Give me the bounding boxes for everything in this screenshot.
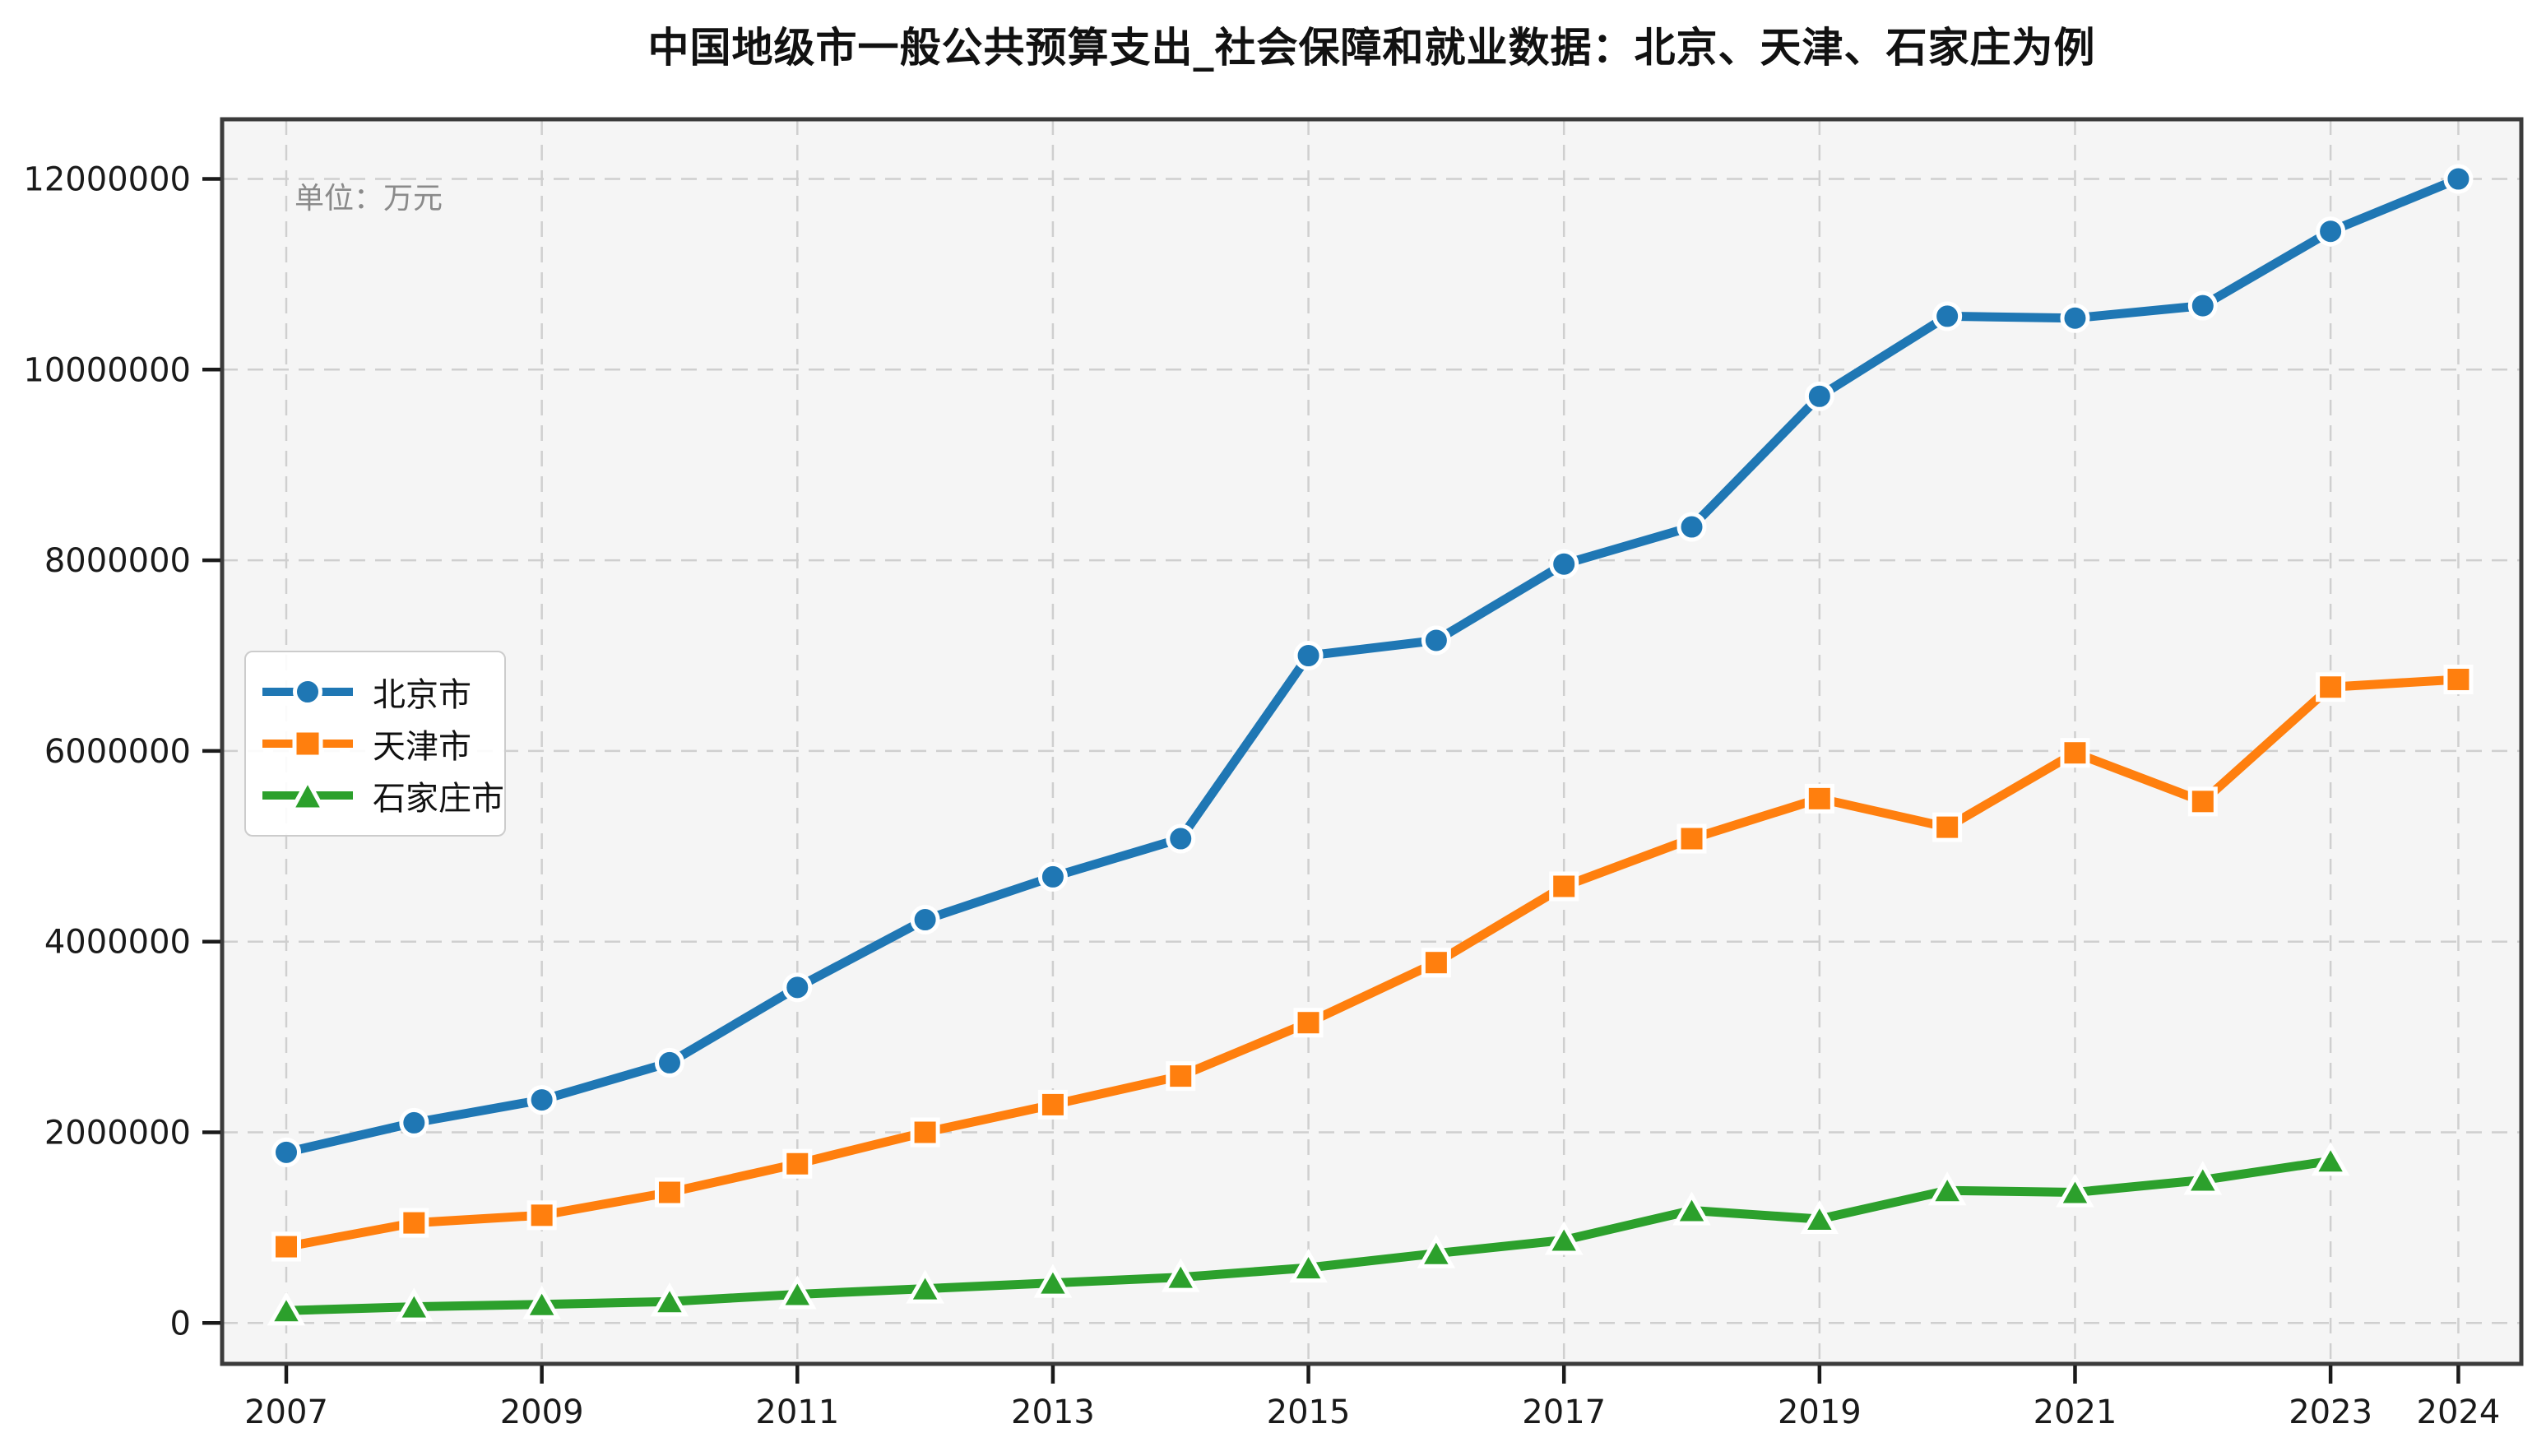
data-point-tianjin-2009 [526, 1200, 557, 1231]
data-point-tianjin-2020 [1932, 812, 1963, 842]
data-point-shijiazhuang-2010 [650, 1282, 689, 1317]
y-tick-label-0: 0 [170, 1305, 191, 1342]
data-point-shijiazhuang-2014 [1161, 1258, 1200, 1292]
data-point-shijiazhuang-2007 [267, 1291, 306, 1326]
series-line-tianjin [281, 675, 2463, 1252]
tianjin-line-square-icon [262, 728, 353, 759]
data-point-tianjin-2011 [782, 1148, 813, 1179]
data-point-beijing-2024 [2443, 164, 2474, 194]
data-point-beijing-2021 [2060, 303, 2090, 333]
data-point-shijiazhuang-2020 [1927, 1171, 1967, 1206]
x-tick-label-2017: 2017 [1522, 1393, 1606, 1431]
legend-item-beijing: 北京市 [259, 665, 489, 717]
x-tick-label-2009: 2009 [500, 1393, 584, 1431]
data-point-tianjin-2015 [1293, 1008, 1324, 1038]
data-point-tianjin-2010 [654, 1177, 684, 1208]
legend-label-tianjin: 天津市 [373, 727, 471, 766]
data-point-beijing-2010 [654, 1047, 684, 1078]
x-tick-label-2013: 2013 [1011, 1393, 1095, 1431]
data-point-tianjin-2007 [271, 1231, 301, 1262]
data-point-tianjin-2016 [1421, 948, 1451, 978]
data-point-beijing-2018 [1676, 512, 1707, 542]
data-point-shijiazhuang-2017 [1544, 1221, 1584, 1255]
data-point-shijiazhuang-2016 [1417, 1234, 1456, 1268]
data-point-shijiazhuang-2023 [2311, 1142, 2350, 1176]
data-point-beijing-2015 [1293, 641, 1324, 670]
data-point-beijing-2012 [910, 905, 940, 935]
data-point-beijing-2013 [1037, 861, 1068, 892]
x-tick-label-2007: 2007 [244, 1393, 328, 1431]
data-point-tianjin-2014 [1166, 1061, 1196, 1092]
data-point-tianjin-2012 [910, 1117, 940, 1148]
data-point-beijing-2011 [782, 972, 813, 1003]
data-point-tianjin-2019 [1804, 783, 1834, 814]
plot-background [222, 119, 2521, 1364]
data-point-shijiazhuang-2008 [395, 1287, 434, 1322]
x-tick-label-2015: 2015 [1267, 1393, 1351, 1431]
data-point-tianjin-2021 [2060, 738, 2090, 768]
data-point-beijing-2020 [1932, 301, 1963, 332]
y-tick-label-10000000: 10000000 [23, 351, 191, 389]
data-point-beijing-2023 [2316, 216, 2346, 247]
legend-item-shijiazhuang: 石家庄市 [259, 770, 504, 822]
data-point-tianjin-2017 [1549, 871, 1579, 902]
y-tick-label-6000000: 6000000 [44, 733, 191, 771]
data-point-shijiazhuang-2021 [2056, 1173, 2094, 1208]
legend-label-shijiazhuang: 石家庄市 [373, 780, 504, 818]
data-point-shijiazhuang-2022 [2183, 1161, 2223, 1195]
legend-item-tianjin: 天津市 [259, 717, 489, 769]
x-tick-label-2024: 2024 [2417, 1393, 2501, 1431]
legend-label-beijing: 北京市 [373, 675, 471, 714]
legend: 北京市 天津市 石家庄市 [244, 651, 506, 837]
data-point-beijing-2019 [1804, 381, 1834, 411]
data-point-shijiazhuang-2009 [522, 1285, 561, 1319]
data-point-tianjin-2008 [399, 1208, 429, 1238]
y-tick-label-8000000: 8000000 [44, 542, 191, 580]
data-point-tianjin-2023 [2316, 672, 2346, 702]
data-point-tianjin-2013 [1037, 1089, 1068, 1120]
shijiazhuang-line-triangle-icon [262, 777, 353, 812]
data-point-beijing-2007 [271, 1137, 301, 1167]
data-point-beijing-2017 [1549, 549, 1579, 579]
data-point-beijing-2009 [526, 1085, 557, 1115]
data-point-tianjin-2022 [2187, 786, 2218, 817]
y-tick-label-4000000: 4000000 [44, 924, 191, 962]
y-tick-label-12000000: 12000000 [23, 161, 191, 199]
data-point-shijiazhuang-2012 [906, 1269, 944, 1304]
data-point-shijiazhuang-2013 [1033, 1264, 1073, 1298]
data-point-shijiazhuang-2015 [1289, 1249, 1328, 1283]
chart-title: 中国地级市一般公共预算支出_社会保障和就业数据：北京、天津、石家庄为例 [647, 24, 2096, 72]
data-point-shijiazhuang-2019 [1800, 1199, 1839, 1234]
x-tick-label-2021: 2021 [2034, 1393, 2117, 1431]
x-tick-label-2023: 2023 [2289, 1393, 2372, 1431]
beijing-line-circle-icon [262, 676, 353, 707]
x-tick-label-2019: 2019 [1778, 1393, 1862, 1431]
series-line-beijing [281, 174, 2463, 1157]
unit-label: 单位：万元 [294, 182, 443, 216]
data-point-tianjin-2024 [2443, 664, 2474, 694]
x-tick-label-2011: 2011 [755, 1393, 839, 1431]
data-point-beijing-2022 [2187, 290, 2218, 321]
data-point-beijing-2016 [1421, 625, 1451, 656]
axes-spines [220, 117, 2524, 1366]
data-point-tianjin-2018 [1676, 823, 1707, 854]
data-point-beijing-2014 [1166, 823, 1196, 854]
y-tick-label-2000000: 2000000 [44, 1115, 191, 1152]
data-point-shijiazhuang-2011 [777, 1275, 817, 1310]
data-point-beijing-2008 [399, 1107, 429, 1138]
data-point-shijiazhuang-2018 [1672, 1191, 1711, 1226]
